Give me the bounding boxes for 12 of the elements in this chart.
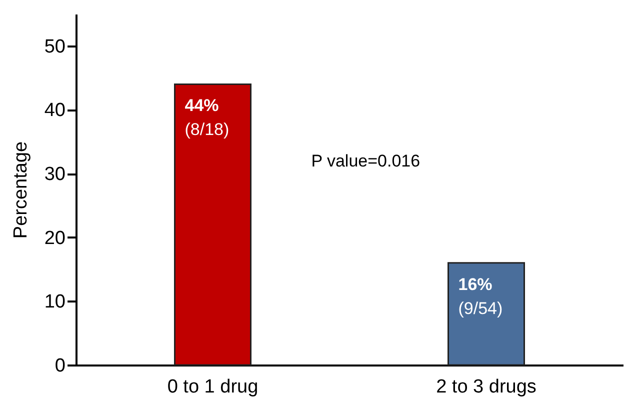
text: 16% (9/54) bbox=[458, 274, 503, 318]
y-tick-label: 20 bbox=[44, 228, 66, 249]
y-tick-label: 10 bbox=[44, 292, 66, 313]
y-axis-title: Percentage bbox=[10, 141, 32, 239]
annotation: P value=0.016 bbox=[311, 151, 420, 170]
text: 44% (8/18) bbox=[184, 96, 230, 140]
y-tick-label: 30 bbox=[44, 164, 66, 186]
y-tick-label: 40 bbox=[44, 100, 66, 122]
x-tick-label: 2 to 3 drugs bbox=[436, 376, 536, 398]
y-tick-label: 50 bbox=[44, 36, 66, 58]
y-tick-label: 0 bbox=[54, 356, 66, 376]
x-tick-label: 0 to 1 drug bbox=[167, 376, 258, 398]
